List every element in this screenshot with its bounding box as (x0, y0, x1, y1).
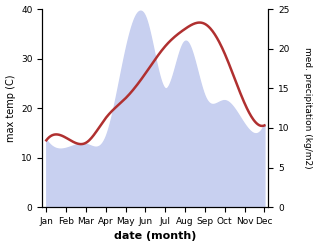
Y-axis label: med. precipitation (kg/m2): med. precipitation (kg/m2) (303, 47, 313, 169)
X-axis label: date (month): date (month) (114, 231, 197, 242)
Y-axis label: max temp (C): max temp (C) (5, 74, 16, 142)
